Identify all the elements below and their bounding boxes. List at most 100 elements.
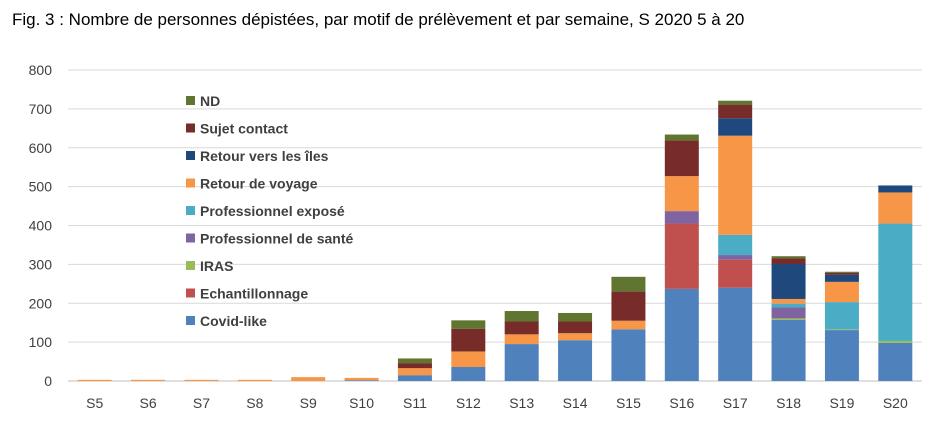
y-tick-label: 500 <box>29 179 53 195</box>
x-tick-label: S15 <box>616 395 641 411</box>
bar-segment <box>771 258 806 264</box>
legend-swatch <box>186 151 195 160</box>
bar-segment <box>771 303 806 308</box>
bar-segment <box>558 312 593 322</box>
bar-segment <box>771 263 806 299</box>
y-tick-label: 600 <box>29 140 53 156</box>
x-tick-label: S20 <box>883 395 908 411</box>
bar-segment <box>718 104 753 119</box>
bar-segment <box>397 368 432 376</box>
bar-segment <box>611 329 646 381</box>
bar-segment <box>824 330 859 381</box>
legend-label: Retour de voyage <box>200 176 318 192</box>
bar-segment <box>718 100 753 105</box>
bar-segment <box>824 281 859 303</box>
y-tick-label: 800 <box>29 62 53 78</box>
x-tick-label: S6 <box>140 395 157 411</box>
bar-segment <box>451 328 486 352</box>
bar-segment <box>558 321 593 334</box>
bar-segment <box>771 319 806 381</box>
bar-segment <box>397 363 432 369</box>
legend-swatch <box>186 288 195 298</box>
bar-segment <box>611 320 646 330</box>
legend-swatch <box>186 261 195 270</box>
bar-segment <box>718 255 753 260</box>
bar-segment <box>504 334 539 345</box>
x-tick-label: S16 <box>669 395 694 411</box>
bar-segment <box>504 311 539 322</box>
legend-swatch <box>186 178 195 188</box>
x-tick-label: S19 <box>829 395 854 411</box>
bar-segment <box>291 377 326 381</box>
bar-segment <box>558 340 593 381</box>
bar-segment <box>664 223 699 289</box>
y-axis-ticks: 0 100 200 300 400 500 600 700 800 <box>29 62 53 389</box>
bar-segment <box>664 140 699 177</box>
bar-segment <box>878 185 913 193</box>
legend-label: Covid-like <box>200 313 267 329</box>
legend-label: Sujet contact <box>200 121 288 137</box>
y-tick-label: 700 <box>29 101 53 117</box>
y-tick-label: 0 <box>44 373 52 389</box>
bar-segment <box>878 340 913 343</box>
bar-segment <box>718 118 753 136</box>
bar-segment <box>451 351 486 368</box>
bar-segment <box>504 344 539 381</box>
x-tick-label: S17 <box>723 395 748 411</box>
bar-segment <box>718 259 753 288</box>
x-tick-label: S13 <box>509 395 534 411</box>
legend-label: Echantillonnage <box>200 286 308 302</box>
bar-segment <box>771 307 806 319</box>
bar-segment <box>504 321 539 335</box>
bar-segment <box>611 276 646 292</box>
bar-segment <box>824 274 859 282</box>
legend-swatch <box>186 233 195 243</box>
bar-segment <box>397 358 432 364</box>
bar-segment <box>664 176 699 212</box>
x-axis: S5 S6 S7 S8 S9 S10 S11 S12 S13 S14 S15 S16 S17 S18 S19… <box>86 395 908 411</box>
bar-segment <box>451 320 486 329</box>
y-tick-label: 400 <box>29 218 53 234</box>
x-tick-label: S10 <box>349 395 374 411</box>
bars <box>77 100 913 381</box>
bar-segment <box>451 367 486 381</box>
legend-label: Professionnel de santé <box>200 231 353 247</box>
legend-swatch <box>186 96 195 105</box>
x-tick-label: S14 <box>563 395 588 411</box>
bar-segment <box>77 379 112 381</box>
x-tick-label: S8 <box>246 395 263 411</box>
x-tick-label: S11 <box>403 395 427 411</box>
bar-segment <box>344 377 379 381</box>
bar-segment <box>718 135 753 235</box>
bar-segment <box>664 288 699 381</box>
bar-segment <box>878 223 913 341</box>
x-tick-label: S12 <box>456 395 481 411</box>
legend-label: Retour vers les îles <box>200 148 329 164</box>
bar-segment <box>664 134 699 141</box>
bar-segment <box>237 379 272 381</box>
bar-segment <box>771 298 806 304</box>
bar-segment <box>611 291 646 321</box>
bar-segment <box>718 287 753 381</box>
figure-title: Fig. 3 : Nombre de personnes dépistées, … <box>12 10 745 29</box>
bar-segment <box>824 271 859 273</box>
bar-segment <box>824 329 859 331</box>
x-tick-label: S7 <box>193 395 210 411</box>
legend-swatch <box>186 206 195 215</box>
bar-segment <box>184 379 219 381</box>
y-tick-label: 200 <box>29 295 53 311</box>
bar-segment <box>397 375 432 381</box>
legend-label: ND <box>200 93 220 109</box>
bar-segment <box>131 379 166 381</box>
bar-segment <box>664 211 699 224</box>
y-tick-label: 300 <box>29 256 53 272</box>
bar-segment <box>344 380 379 381</box>
x-tick-label: S18 <box>776 395 801 411</box>
bar-segment <box>771 318 806 320</box>
y-tick-label: 100 <box>29 334 53 350</box>
x-tick-label: S5 <box>86 395 103 411</box>
bar-segment <box>824 272 859 275</box>
bar-segment <box>878 192 913 224</box>
legend-label: IRAS <box>200 258 233 274</box>
